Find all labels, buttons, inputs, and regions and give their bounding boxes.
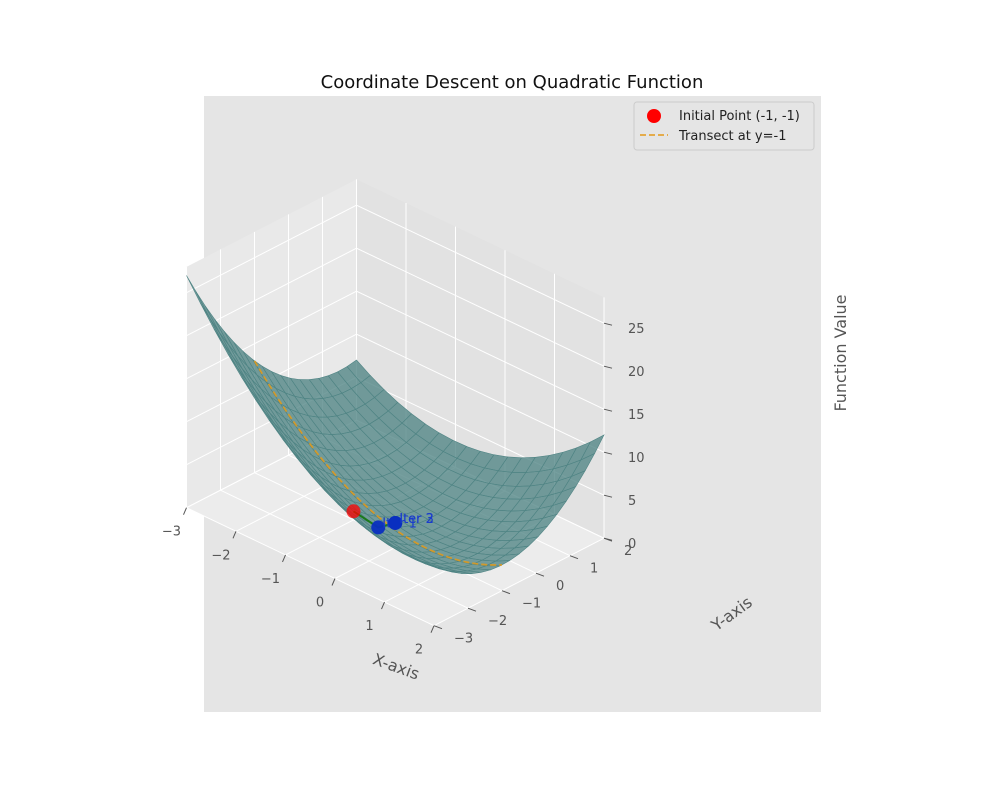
y-tick-label: 0 bbox=[556, 579, 564, 594]
x-tick-label: −3 bbox=[162, 525, 181, 540]
grid-line bbox=[220, 489, 469, 609]
y-tick-label: −1 bbox=[522, 597, 541, 612]
z-tick-mark bbox=[603, 494, 613, 498]
y-tick-mark bbox=[501, 590, 511, 595]
z-tick-mark bbox=[603, 322, 613, 326]
y-tick-label: −3 bbox=[454, 632, 473, 647]
x-tick-mark bbox=[183, 507, 187, 515]
grid-line bbox=[356, 290, 605, 410]
x-tick-label: −2 bbox=[211, 548, 230, 563]
z-tick-label: 10 bbox=[628, 451, 645, 466]
x-tick-mark bbox=[331, 578, 336, 586]
grid-line bbox=[186, 507, 435, 627]
y-tick-mark bbox=[433, 625, 443, 630]
iteration-label: Iter 2 bbox=[399, 512, 434, 527]
y-tick-mark bbox=[535, 572, 545, 577]
grid-line bbox=[186, 204, 357, 294]
surface bbox=[186, 275, 605, 574]
transect-line bbox=[253, 360, 503, 566]
z-tick-mark bbox=[603, 408, 613, 412]
z-tick-label: 15 bbox=[628, 408, 645, 423]
grid-line bbox=[356, 333, 605, 453]
z-tick-mark bbox=[603, 365, 613, 369]
x-tick-label: 0 bbox=[316, 596, 324, 611]
x-tick-label: 2 bbox=[415, 643, 423, 658]
z-tick-mark bbox=[603, 451, 613, 455]
z-axis-label: Function Value bbox=[831, 294, 850, 411]
iteration-label: Iter 3 bbox=[399, 512, 434, 527]
grid-line bbox=[356, 204, 605, 324]
initial-point-marker bbox=[346, 504, 361, 519]
z-tick-label: 5 bbox=[628, 494, 636, 509]
x-tick-label: 1 bbox=[365, 619, 373, 634]
grid-line bbox=[186, 290, 357, 380]
z-tick-mark bbox=[603, 537, 613, 541]
x-tick-mark bbox=[430, 625, 435, 633]
iteration-marker bbox=[371, 520, 386, 535]
grid-line bbox=[433, 537, 605, 627]
y-tick-mark bbox=[467, 607, 477, 612]
x-tick-label: −1 bbox=[261, 572, 280, 587]
z-tick-label: 0 bbox=[628, 537, 636, 552]
legend-box bbox=[633, 101, 815, 151]
legend-transect-label: Transect at y=-1 bbox=[678, 129, 786, 144]
grid-line bbox=[356, 247, 605, 367]
z-tick-label: 20 bbox=[628, 365, 645, 380]
legend: Initial Point (-1, -1) Transect at y=-1 bbox=[633, 101, 815, 151]
y-tick-label: 1 bbox=[590, 562, 598, 577]
y-tick-mark bbox=[569, 555, 579, 560]
chart-title: Coordinate Descent on Quadratic Function bbox=[321, 72, 704, 93]
x-tick-mark bbox=[381, 601, 385, 610]
legend-initial-label: Initial Point (-1, -1) bbox=[679, 109, 800, 124]
z-tick-label: 25 bbox=[628, 322, 645, 337]
surface-patch bbox=[420, 560, 444, 570]
y-tick-label: −2 bbox=[488, 614, 507, 629]
x-tick-mark bbox=[282, 554, 286, 563]
iteration-marker bbox=[388, 515, 403, 530]
legend-marker-initial bbox=[647, 109, 661, 123]
y-tick-label: 2 bbox=[624, 544, 632, 559]
x-tick-mark bbox=[232, 531, 237, 539]
